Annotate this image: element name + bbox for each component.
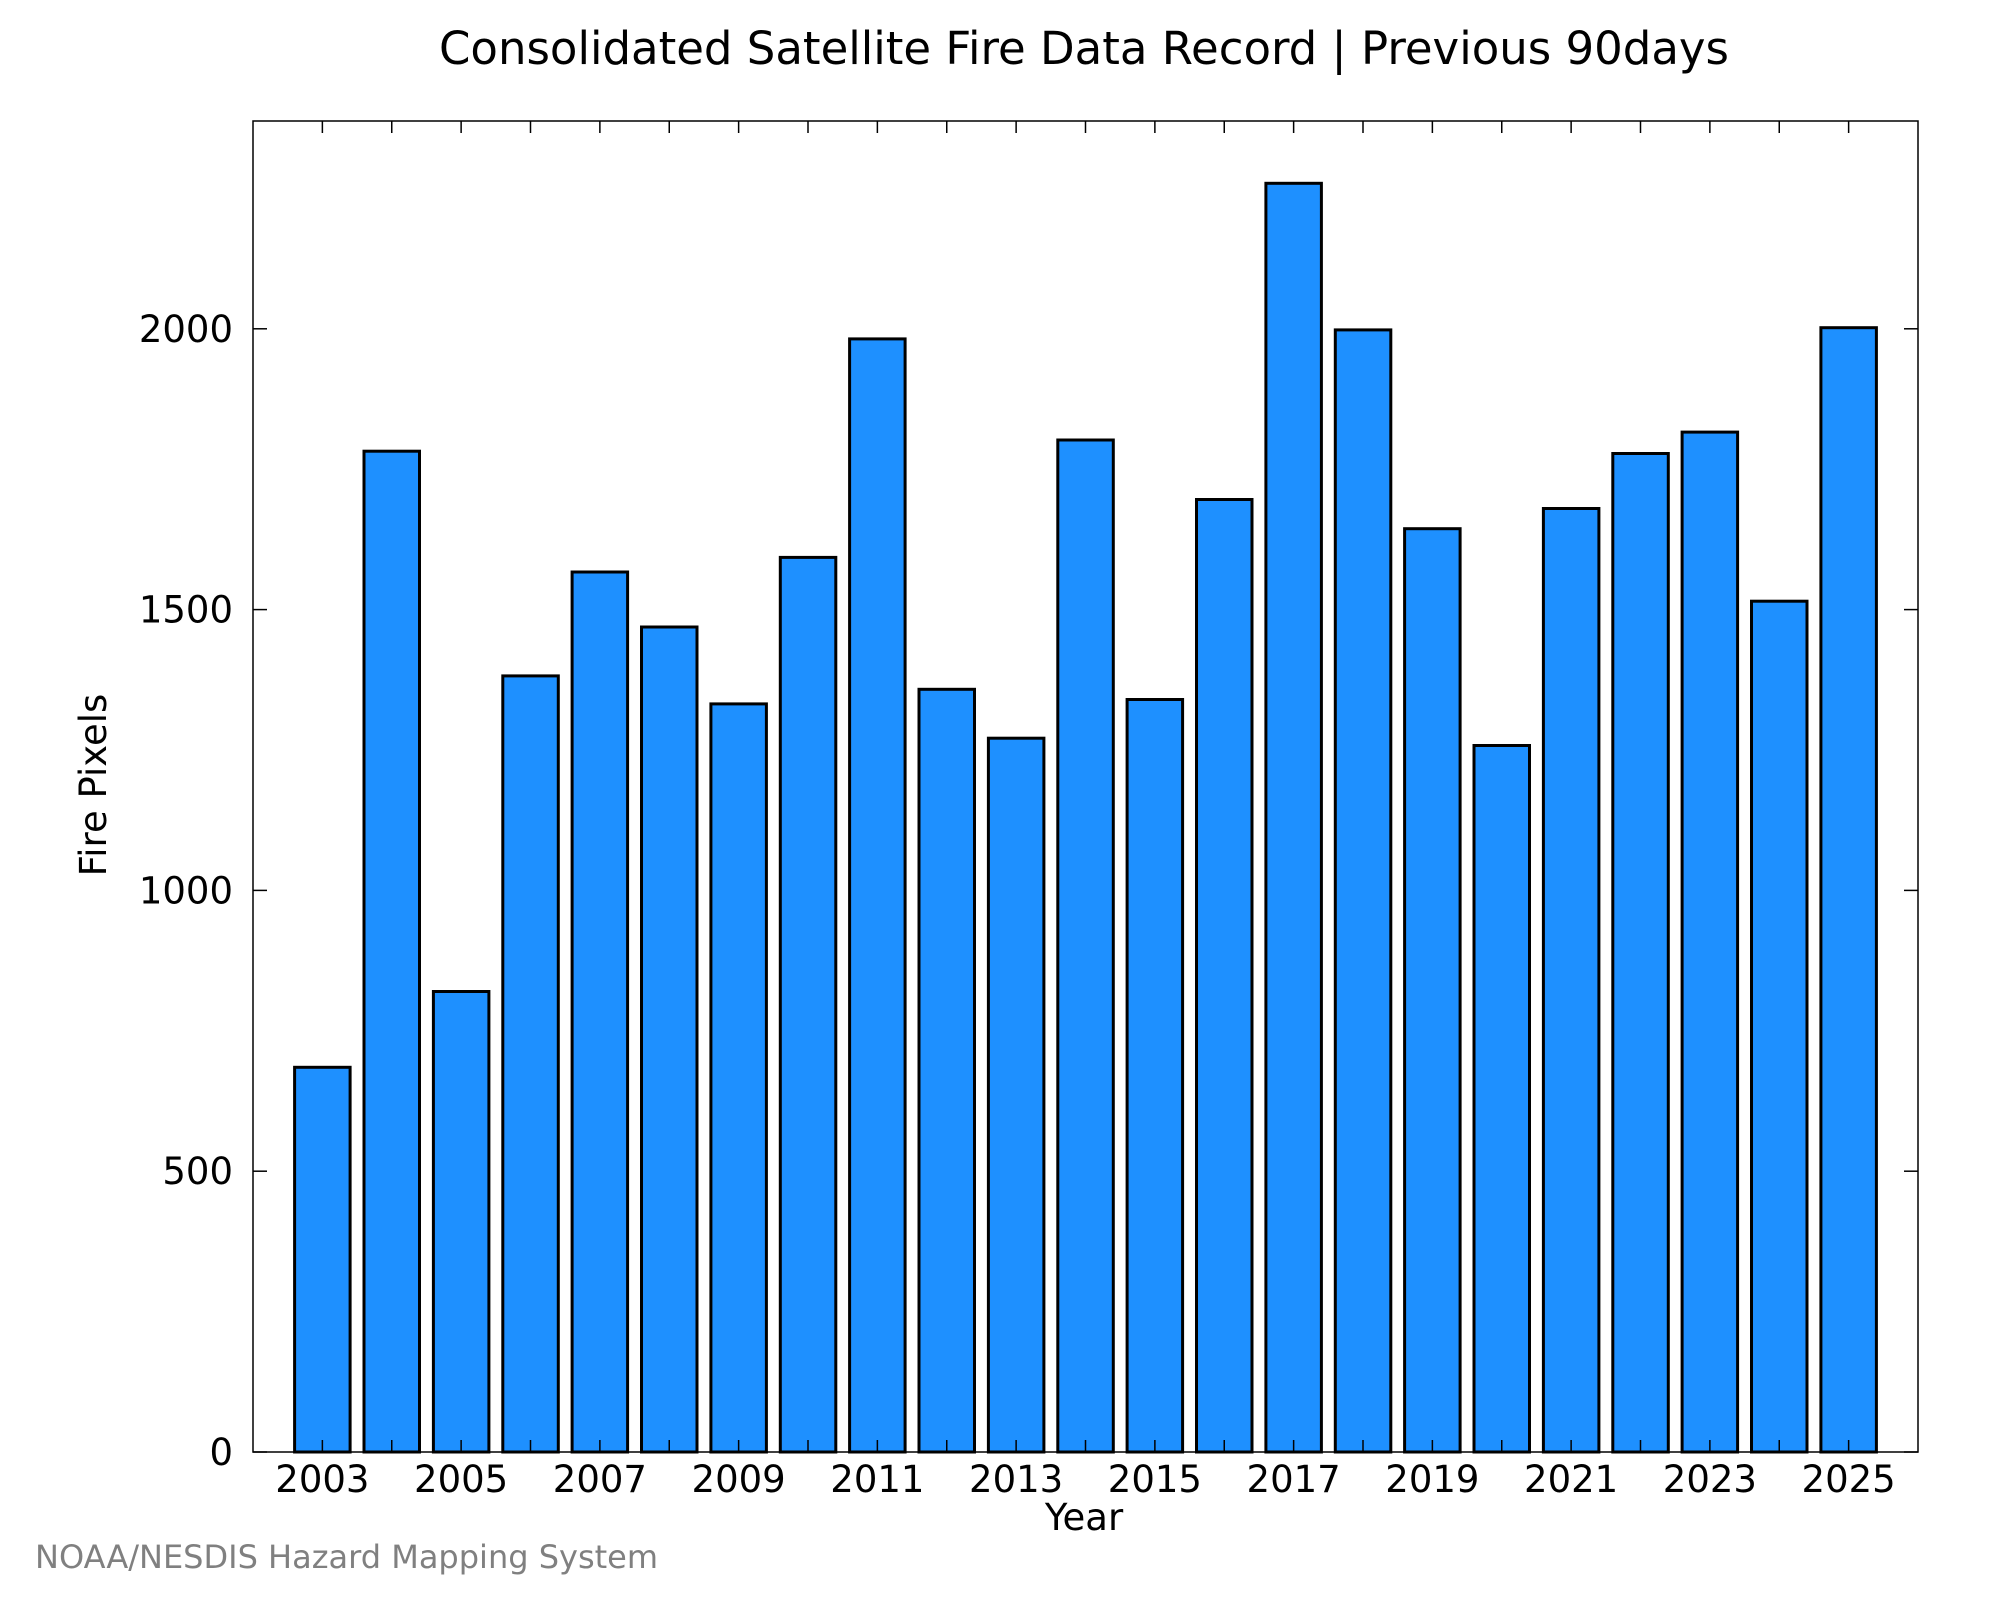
bar-2017 (1264, 181, 1323, 1454)
x-tick-label-2015: 2015 (1108, 1458, 1202, 1501)
bar-2005 (431, 990, 491, 1454)
x-axis-ticks: 2003 2005 2007 2009 2011 2013 2015 2017 2019 2021… (275, 121, 1896, 1501)
x-tick-label-2023: 2023 (1663, 1458, 1757, 1501)
x-tick-label-2021: 2021 (1524, 1458, 1618, 1501)
y-tick-label-1500: 1500 (139, 589, 233, 632)
x-tick-label-2017: 2017 (1247, 1458, 1341, 1501)
chart-title: Consolidated Satellite Fire Data Record … (439, 22, 1729, 75)
bar-2022 (1611, 452, 1670, 1454)
x-tick-label-2005: 2005 (414, 1458, 508, 1501)
bar-2011 (848, 337, 907, 1454)
y-tick-label-2000: 2000 (139, 308, 233, 351)
bar-2020 (1472, 744, 1531, 1454)
bars-group (293, 181, 1878, 1454)
x-tick-label-2007: 2007 (553, 1458, 647, 1501)
source-credit: NOAA/NESDIS Hazard Mapping System (35, 1538, 659, 1576)
bar-2016 (1195, 498, 1254, 1454)
x-tick-label-2009: 2009 (692, 1458, 786, 1501)
bar-2010 (778, 555, 838, 1454)
x-tick-label-2011: 2011 (830, 1458, 924, 1501)
bar-2019 (1403, 527, 1462, 1454)
bar-2021 (1541, 507, 1601, 1454)
bar-2018 (1333, 328, 1393, 1454)
y-tick-label-500: 500 (162, 1150, 233, 1193)
bar-2024 (1750, 599, 1809, 1454)
bar-2007 (570, 570, 630, 1454)
x-tick-label-2013: 2013 (969, 1458, 1063, 1501)
x-tick-label-2019: 2019 (1385, 1458, 1479, 1501)
x-tick-label-2025: 2025 (1802, 1458, 1896, 1501)
bar-2025 (1819, 326, 1878, 1454)
bar-2008 (640, 625, 699, 1454)
y-axis-label: Fire Pixels (72, 694, 115, 877)
bar-2009 (709, 702, 768, 1454)
bar-2023 (1680, 430, 1740, 1454)
y-tick-label-1000: 1000 (139, 869, 233, 912)
bar-2014 (1056, 438, 1115, 1454)
bar-2015 (1125, 698, 1185, 1454)
bar-2013 (986, 736, 1046, 1454)
x-tick-label-2003: 2003 (275, 1458, 369, 1501)
bar-2006 (501, 674, 560, 1454)
bar-2003 (293, 1065, 352, 1454)
y-axis-ticks: 0 500 1000 1500 2000 (139, 308, 1918, 1474)
bar-2004 (362, 449, 421, 1454)
y-tick-label-0: 0 (209, 1431, 233, 1474)
bar-2012 (917, 687, 976, 1454)
x-axis-label: Year (1044, 1496, 1124, 1539)
